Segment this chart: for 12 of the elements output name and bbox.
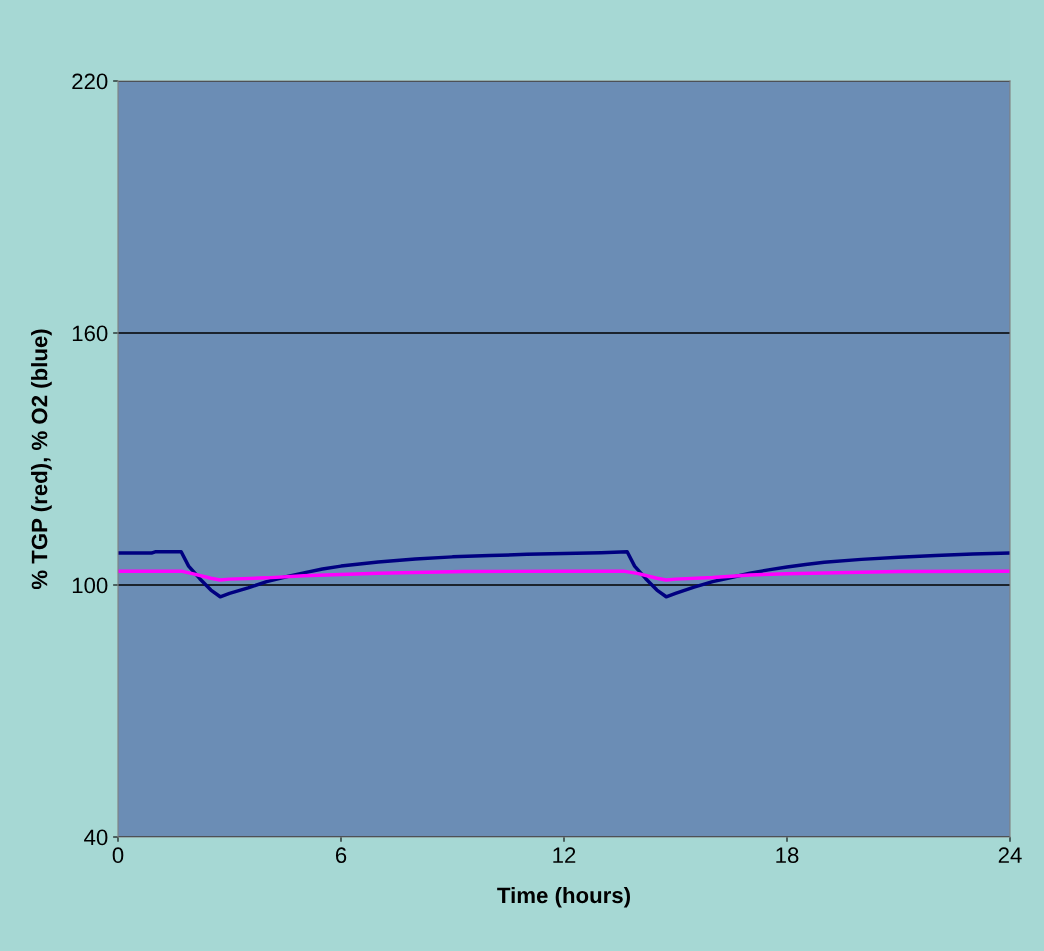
x-tick-label: 12 [553,847,576,863]
x-tick-label: 18 [776,847,799,864]
x-tick-label: 0 [112,847,124,864]
y-tick-label: 40 [84,829,108,846]
x-tick-label: 6 [335,847,347,864]
y-tick-label: 220 [72,73,108,90]
y-tick-label: 160 [72,325,108,342]
y-axis-title: % TGP (red), % O2 (blue) [31,329,52,590]
x-axis-title: Time (hours) [497,886,630,908]
line-series [118,569,1010,582]
x-tick-label: 24 [998,847,1022,863]
y-tick-label: 100 [72,577,108,594]
